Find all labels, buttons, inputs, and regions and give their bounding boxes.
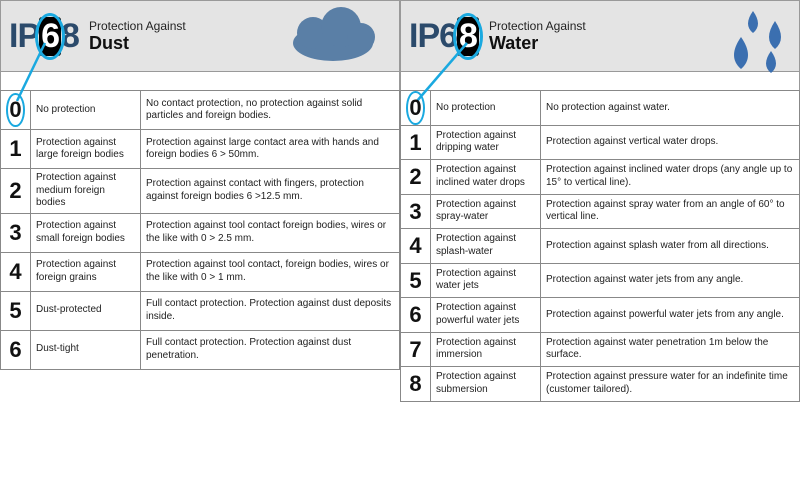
rating-short: Protection against inclined water drops [431,160,541,195]
rating-number: 7 [401,332,431,367]
water-header: IP 6 8 Protection Against Water [400,0,800,72]
rating-number: 2 [1,169,31,214]
rating-number: 8 [401,367,431,402]
rating-number: 3 [401,194,431,229]
water-pointer [400,72,800,90]
table-row: 5Protection against water jetsProtection… [401,263,800,298]
table-row: 8Protection against submersionProtection… [401,367,800,402]
rating-short: Protection against large foreign bodies [31,130,141,169]
dust-table: 0No protectionNo contact protection, no … [0,90,400,370]
rating-number: 1 [401,125,431,160]
rating-long: Protection against spray water from an a… [541,194,800,229]
page: IP 6 8 Protection Against Dust [0,0,800,402]
table-row: 3Protection against spray-waterProtectio… [401,194,800,229]
rating-number: 1 [1,130,31,169]
table-row: 1Protection against large foreign bodies… [1,130,400,169]
rating-long: Protection against inclined water drops … [541,160,800,195]
rating-short: Protection against medium foreign bodies [31,169,141,214]
rating-short: Protection against dripping water [431,125,541,160]
rating-long: Protection against contact with fingers,… [141,169,400,214]
rating-short: Protection against powerful water jets [431,298,541,333]
rating-short: Protection against spray-water [431,194,541,229]
rating-long: Protection against water penetration 1m … [541,332,800,367]
table-row: 2Protection against inclined water drops… [401,160,800,195]
water-title-line1: Protection Against [489,19,586,33]
table-row: 7Protection against immersionProtection … [401,332,800,367]
water-column: IP 6 8 Protection Against Water [400,0,800,402]
water-table: 0No protectionNo protection against wate… [400,90,800,402]
rating-short: Dust-tight [31,330,141,369]
table-row: 1Protection against dripping waterProtec… [401,125,800,160]
ip-logo-water: IP 6 8 [409,17,479,56]
rating-number: 4 [1,252,31,291]
table-row: 5Dust-protectedFull contact protection. … [1,291,400,330]
dust-title-line1: Protection Against [89,19,186,33]
water-title: Protection Against Water [489,19,586,54]
rating-number: 6 [401,298,431,333]
rating-long: Protection against splash water from all… [541,229,800,264]
rating-long: Protection against tool contact, foreign… [141,252,400,291]
rating-long: Protection against tool contact foreign … [141,213,400,252]
dust-header: IP 6 8 Protection Against Dust [0,0,400,72]
rating-long: Full contact protection. Protection agai… [141,330,400,369]
rating-short: Protection against splash-water [431,229,541,264]
rating-long: Protection against water jets from any a… [541,263,800,298]
table-row: 6Protection against powerful water jetsP… [401,298,800,333]
dust-title: Protection Against Dust [89,19,186,54]
ip-prefix: IP [409,17,439,56]
rating-short: Protection against water jets [431,263,541,298]
rating-number: 3 [1,213,31,252]
rating-short: Dust-protected [31,291,141,330]
cloud-icon [263,3,393,72]
rating-long: Protection against pressure water for an… [541,367,800,402]
table-row: 2Protection against medium foreign bodie… [1,169,400,214]
rating-number: 6 [1,330,31,369]
rating-number: 2 [401,160,431,195]
rating-long: Full contact protection. Protection agai… [141,291,400,330]
rating-long: Protection against powerful water jets f… [541,298,800,333]
rating-short: Protection against foreign grains [31,252,141,291]
rating-number: 5 [1,291,31,330]
rating-number: 5 [401,263,431,298]
rating-short: Protection against submersion [431,367,541,402]
dust-title-line2: Dust [89,33,186,54]
rating-number: 4 [401,229,431,264]
water-title-line2: Water [489,33,586,54]
dust-column: IP 6 8 Protection Against Dust [0,0,400,402]
table-row: 4Protection against splash-waterProtecti… [401,229,800,264]
rating-short: Protection against small foreign bodies [31,213,141,252]
water-drops-icon [663,3,793,78]
table-row: 6Dust-tightFull contact protection. Prot… [1,330,400,369]
dust-pointer [0,72,400,90]
table-row: 3Protection against small foreign bodies… [1,213,400,252]
ip-logo-dust: IP 6 8 [9,17,79,56]
rating-long: Protection against large contact area wi… [141,130,400,169]
rating-long: Protection against vertical water drops. [541,125,800,160]
rating-short: Protection against immersion [431,332,541,367]
table-row: 4Protection against foreign grainsProtec… [1,252,400,291]
